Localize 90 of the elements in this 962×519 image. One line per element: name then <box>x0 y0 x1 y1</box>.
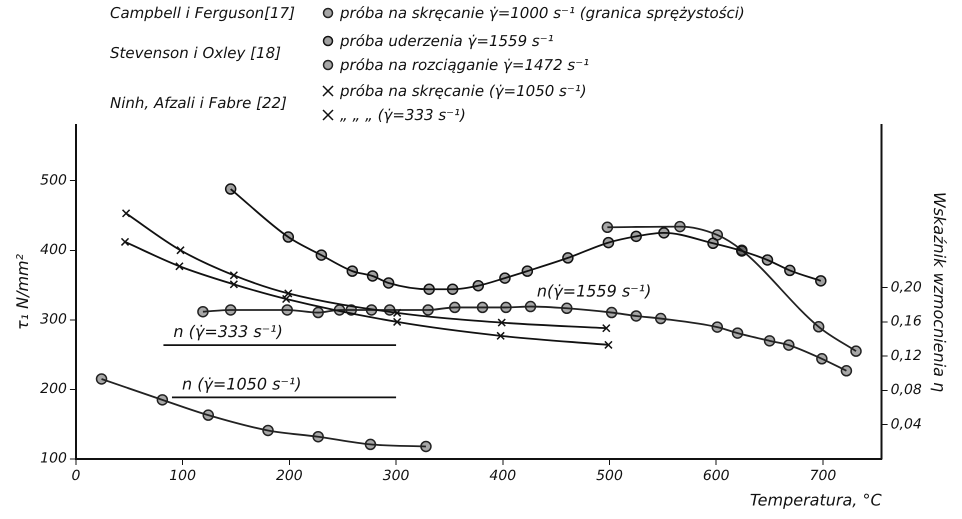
point <box>120 238 130 246</box>
point <box>850 345 862 357</box>
x-tick-label: 700 <box>810 468 836 484</box>
point <box>524 300 536 312</box>
point <box>446 283 458 295</box>
x-axis-title: Temperatura, °C <box>750 490 882 510</box>
y2-tick-label: 0,20 <box>890 279 922 296</box>
point <box>423 283 435 295</box>
x-tick-label: 100 <box>169 468 196 484</box>
point <box>382 277 394 289</box>
series-label: n (γ̇=333 s⁻¹) <box>173 322 283 342</box>
point <box>156 394 168 406</box>
point <box>840 365 852 377</box>
point <box>346 265 358 277</box>
point <box>496 332 505 340</box>
point <box>281 304 293 316</box>
point <box>764 335 776 347</box>
legend-label: próba na skręcanie (γ̇=1050 s⁻¹) <box>340 82 587 100</box>
point <box>197 306 209 318</box>
point <box>497 318 506 327</box>
point <box>658 227 670 239</box>
x-tick-label: 500 <box>596 468 623 484</box>
point <box>476 302 488 314</box>
point <box>654 312 666 324</box>
point <box>630 310 642 322</box>
point <box>816 353 828 365</box>
point <box>175 262 184 271</box>
point <box>202 409 214 421</box>
point <box>562 252 574 264</box>
point <box>561 302 573 314</box>
point <box>783 339 795 351</box>
point <box>522 265 534 277</box>
point <box>499 272 511 284</box>
point <box>96 373 108 385</box>
legend-label: „ „ „ (γ̇=333 s⁻¹) <box>340 106 466 124</box>
series-label: n (γ̇=1050 s⁻¹) <box>182 374 302 394</box>
point <box>500 302 512 314</box>
point <box>224 183 236 195</box>
point <box>707 238 719 250</box>
y2-tick-label: 0,08 <box>890 382 922 398</box>
text: Stevenson i Oxley [18] <box>110 44 281 62</box>
point <box>282 231 294 243</box>
point <box>712 229 724 241</box>
x-tick-label: 600 <box>702 468 730 484</box>
y-tick-label: 300 <box>40 311 67 328</box>
y-tick-label: 100 <box>40 450 67 467</box>
point <box>420 440 432 452</box>
point <box>176 246 185 255</box>
point <box>712 321 724 333</box>
point <box>602 324 611 332</box>
y2-tick-label: 0,04 <box>890 416 922 432</box>
x-tick-label: 0 <box>71 468 80 484</box>
y-axis-title: τ₁ N/mm² <box>12 253 32 330</box>
y2-tick-label: 0,16 <box>890 314 922 330</box>
point <box>472 280 484 292</box>
x-tick-label: 300 <box>382 468 410 484</box>
point <box>312 430 324 442</box>
x-tick-label: 200 <box>276 468 303 484</box>
y2-axis-title: Wskaźnik wzmocnienia η <box>930 192 950 392</box>
point <box>449 302 461 314</box>
point <box>602 236 614 248</box>
point <box>602 222 614 234</box>
point <box>316 249 328 261</box>
point <box>224 304 236 316</box>
point <box>262 424 274 436</box>
text: Ninh, Afzali i Fabre [22] <box>110 94 287 112</box>
y2-tick-label: 0,12 <box>890 348 922 364</box>
legend-label: próba na rozciąganie γ̇=1472 s⁻¹ <box>340 56 590 74</box>
point <box>366 270 378 282</box>
point <box>674 220 686 232</box>
point <box>312 306 324 318</box>
legend-label: próba na skręcanie γ̇=1000 s⁻¹ (granica sprężystości) <box>340 4 745 22</box>
text: Campbell i Ferguson[17] <box>110 4 295 22</box>
point <box>630 230 642 242</box>
point <box>122 209 130 218</box>
x-tick-label: 400 <box>489 468 516 484</box>
point <box>784 264 796 276</box>
point <box>364 438 376 450</box>
y-tick-label: 200 <box>40 381 67 398</box>
point <box>604 340 613 350</box>
y-tick-label: 500 <box>40 172 67 188</box>
point <box>422 304 434 316</box>
y-tick-label: 400 <box>40 242 67 258</box>
series-label: n(γ̇=1559 s⁻¹) <box>536 281 652 300</box>
legend-label: próba uderzenia γ̇=1559 s⁻¹ <box>340 32 554 50</box>
point <box>762 254 774 266</box>
point <box>815 275 827 287</box>
point <box>606 306 618 318</box>
point <box>812 321 824 333</box>
point <box>732 327 744 339</box>
